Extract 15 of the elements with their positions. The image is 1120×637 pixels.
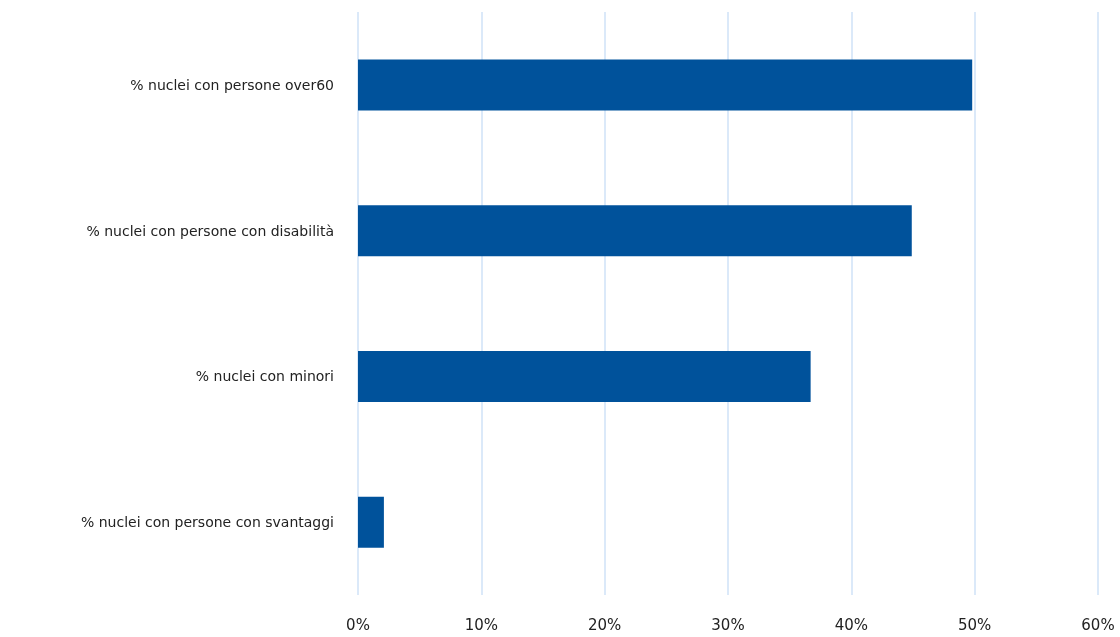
y-tick-label: % nuclei con persone over60 [130,76,334,93]
x-tick-label: 0% [346,615,370,634]
x-tick-label: 40% [834,615,869,634]
x-tick-label: 50% [957,615,992,634]
x-tick-label: 60% [1081,615,1115,634]
bar [358,496,384,548]
y-tick-label: % nuclei con persone con disabilità [86,222,334,239]
y-tick-label: % nuclei con persone con svantaggi [80,514,334,531]
y-tick-label: % nuclei con minori [195,368,334,385]
bar [358,205,912,257]
x-tick-label: 20% [587,615,622,634]
bar [358,350,811,402]
x-tick-label: 30% [711,615,745,634]
x-tick-label: 10% [464,615,499,634]
bar [358,59,973,111]
